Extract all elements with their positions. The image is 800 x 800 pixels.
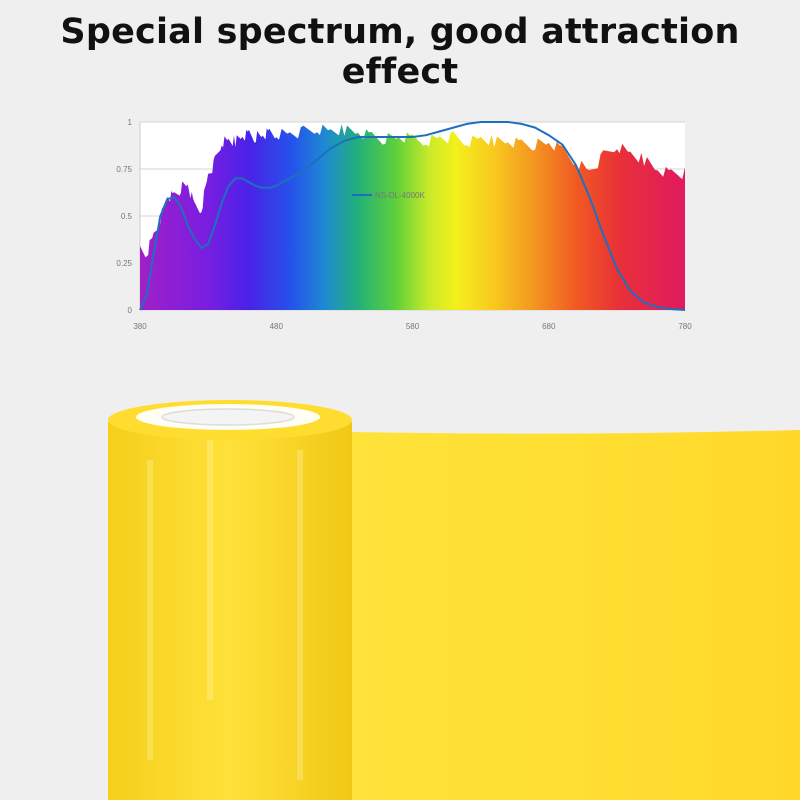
x-tick-label: 380 [133,322,147,331]
y-tick-label: 0.5 [121,212,133,221]
tape-sheet [350,430,800,800]
x-tick-label: 480 [270,322,284,331]
page-headline: Special spectrum, good attraction effect [60,12,740,92]
spectrum-chart: 0 0.25 0.5 0.75 1 380 480 580 680 780 NS-DL-4000… [116,118,692,331]
x-axis-ticks: 380 480 580 680 780 [133,322,692,331]
spectrum-area [140,124,685,310]
y-tick-label: 1 [128,118,133,127]
tape-roll-body [108,422,352,800]
y-tick-label: 0.25 [116,259,132,268]
legend: NS-DL-4000K [352,191,425,200]
tape-highlights [147,440,303,780]
x-tick-label: 680 [542,322,556,331]
y-tick-label: 0 [128,306,133,315]
tape-roll-core-inner [161,408,295,426]
x-tick-label: 780 [678,322,692,331]
legend-label: NS-DL-4000K [375,191,425,200]
x-tick-label: 580 [406,322,420,331]
y-axis-ticks: 0 0.25 0.5 0.75 1 [116,118,132,315]
y-tick-label: 0.75 [116,165,132,174]
spectrum-line [139,121,686,311]
